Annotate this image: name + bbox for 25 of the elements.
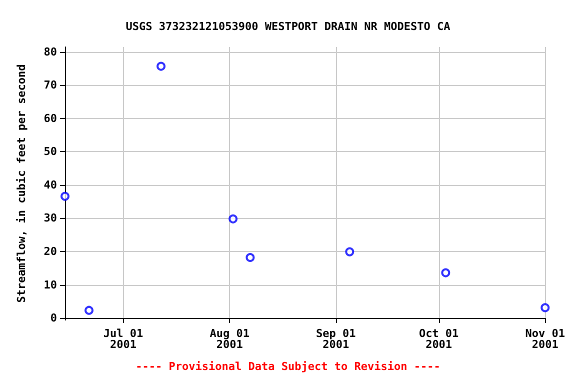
x-tick-label: Oct 01 2001: [418, 327, 460, 351]
point: [84, 306, 94, 315]
x-tick-label: Sep 01 2001: [316, 327, 356, 351]
y-tick-label: 70: [44, 78, 57, 92]
point: [60, 192, 70, 201]
y-tick-label: 80: [44, 45, 57, 58]
y-tick-label: 40: [44, 178, 57, 192]
y-axis-title: Streamflow, in cubic feet per second: [15, 64, 28, 303]
point: [345, 247, 354, 256]
x-tick-label: Nov 01 2001: [525, 327, 566, 351]
y-tick-label: 30: [44, 212, 57, 225]
point: [246, 252, 255, 262]
point: [228, 214, 238, 224]
y-tick-label: 20: [44, 245, 57, 258]
point: [156, 62, 166, 71]
y-tick-label: 0: [50, 312, 57, 325]
chart-title: USGS 373232121053900 WESTPORT DRAIN NR MODESTO CA: [126, 20, 451, 33]
point: [441, 268, 450, 278]
x-tick-label: Aug 01 2001: [210, 327, 250, 351]
y-tick-label: 10: [44, 278, 57, 292]
text: ---- Provisional Data Subject to Revision ----: [136, 360, 440, 373]
y-tick-label: 50: [44, 145, 57, 158]
y-tick-label: 60: [44, 112, 57, 125]
x-tick-label: Jul 01 2001: [103, 327, 144, 351]
point: [540, 303, 550, 312]
